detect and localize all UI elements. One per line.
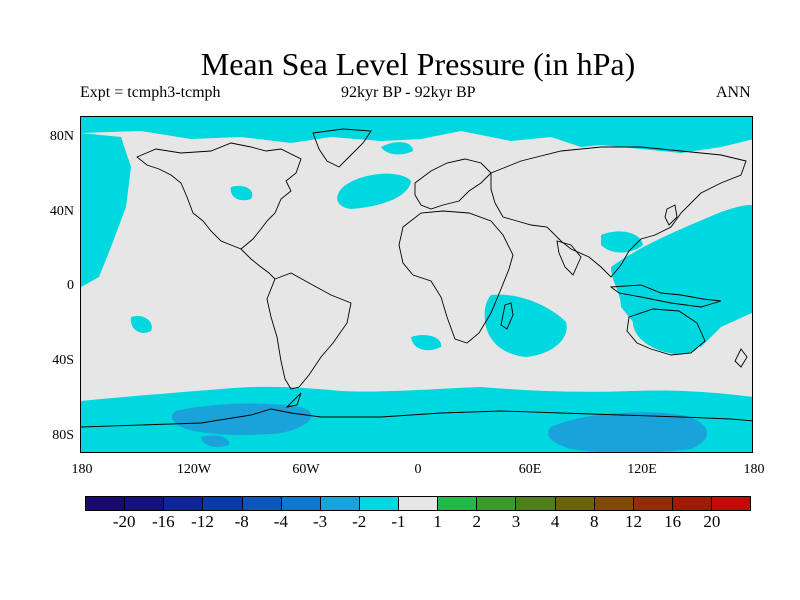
arctic-anomaly — [81, 117, 752, 153]
colorbar-label: -3 — [312, 512, 328, 531]
madagascar-coastline — [500, 302, 514, 330]
europe-coastline — [414, 158, 492, 210]
lon-label-120e: 120E — [627, 462, 657, 477]
africa-coastline — [398, 210, 514, 344]
colorbar-label: -2 — [352, 512, 367, 531]
colorbar-label: 16 — [664, 512, 682, 531]
greenland-sea-anomaly — [381, 142, 413, 155]
lon-label-120w: 120W — [176, 462, 212, 477]
colorbar-label: 12 — [624, 512, 642, 531]
colorbar-label: -8 — [234, 512, 249, 531]
north-pacific-anomaly — [230, 185, 253, 201]
map-canvas — [81, 117, 752, 452]
indian-sector-antarctic-anomaly — [547, 412, 707, 452]
south-pacific-anomaly — [130, 315, 152, 334]
indonesia-coastline — [609, 284, 722, 308]
lon-label-180w: 180 — [71, 462, 93, 477]
colorbar-segment — [242, 497, 282, 510]
colorbar-label: 4 — [550, 512, 560, 531]
north-atlantic-anomaly — [337, 173, 411, 209]
lon-label-180e: 180 — [743, 462, 765, 477]
indian-ocean-anomaly — [484, 294, 567, 357]
lat-label-80s: 80S — [52, 428, 74, 443]
india-coastline — [556, 240, 582, 276]
colorbar-label: 20 — [703, 512, 721, 531]
colorbar-label: 2 — [472, 512, 482, 531]
japan-coastline — [664, 204, 678, 226]
colorbar-label: 1 — [433, 512, 442, 531]
pressure-map — [80, 116, 753, 453]
colorbar-label: -12 — [191, 512, 214, 531]
antarctica-coastline — [81, 408, 752, 428]
colorbar-label: -4 — [273, 512, 288, 531]
colorbar-segment — [594, 497, 634, 510]
colorbar-segment — [86, 497, 126, 510]
asia-coastline — [490, 146, 747, 278]
colorbar-segment — [281, 497, 321, 510]
lat-label-40n: 40N — [49, 204, 74, 219]
lon-label-60w: 60W — [292, 462, 320, 477]
strong-negative-anomaly-regions — [171, 403, 707, 452]
greenland-coastline — [312, 128, 372, 168]
colorbar-segment — [672, 497, 712, 510]
lat-label-0: 0 — [67, 278, 74, 293]
colorbar-segment — [203, 497, 243, 510]
ross-sea-anomaly — [201, 435, 230, 447]
colorbar-label: -20 — [112, 512, 136, 531]
south-america-coastline — [266, 272, 352, 390]
colorbar-segment — [125, 497, 165, 510]
west-pacific-anomaly — [81, 133, 131, 287]
colorbar-label: -1 — [391, 512, 406, 531]
colorbar-segment — [359, 497, 399, 510]
lon-label-0: 0 — [414, 462, 422, 477]
colorbar-segment — [516, 497, 556, 510]
tasman-anomaly — [632, 317, 701, 355]
south-atlantic-anomaly — [411, 335, 442, 351]
colorbar-segment — [477, 497, 517, 510]
colorbar-segment — [164, 497, 204, 510]
australia-coastline — [626, 308, 706, 356]
colorbar-label: 3 — [511, 512, 521, 531]
season-label: ANN — [716, 84, 751, 101]
colorbar-segment — [438, 497, 478, 510]
colorbar-segment — [555, 497, 595, 510]
antarctic-peninsula-coastline — [285, 392, 302, 408]
coastlines — [81, 128, 752, 428]
lat-label-80n: 80N — [49, 129, 74, 144]
lon-label-60e: 60E — [518, 462, 542, 477]
experiment-label: Expt = tcmph3-tcmph — [80, 84, 221, 101]
colorbar-segment — [712, 497, 751, 510]
central-america-coastline — [240, 248, 276, 280]
colorbar-segment — [633, 497, 673, 510]
colorbar — [85, 496, 751, 511]
colorbar-segment — [320, 497, 360, 510]
lat-label-40s: 40S — [52, 353, 74, 368]
north-america-coastline — [136, 142, 302, 250]
new-zealand-coastline — [734, 348, 748, 368]
page-title: Mean Sea Level Pressure (in hPa) — [200, 46, 636, 82]
colorbar-label: 8 — [590, 512, 599, 531]
pacific-sector-antarctic-anomaly — [171, 403, 312, 435]
colorbar-segment — [399, 497, 439, 510]
period-label: 92kyr BP - 92kyr BP — [341, 84, 476, 101]
colorbar-label: -16 — [152, 512, 175, 531]
